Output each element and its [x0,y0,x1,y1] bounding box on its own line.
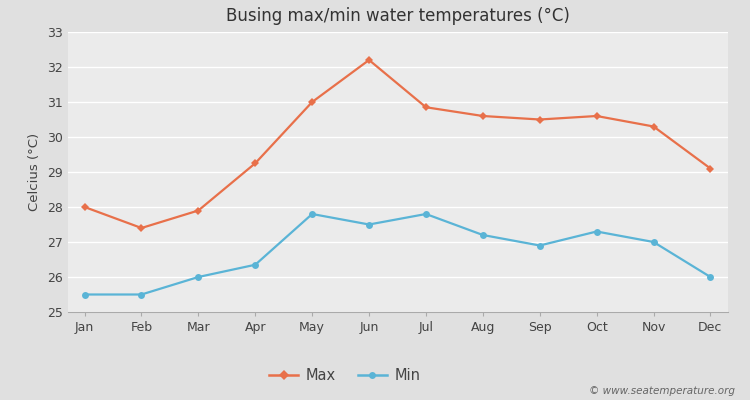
Max [194,208,202,213]
Line: Min: Min [81,210,714,298]
Max [80,205,89,210]
Min [478,232,488,237]
Y-axis label: Celcius (°C): Celcius (°C) [28,133,41,211]
Title: Busing max/min water temperatures (°C): Busing max/min water temperatures (°C) [226,7,569,25]
Max [251,161,260,166]
Max [137,226,146,230]
Max [649,124,658,129]
Line: Max: Max [82,57,713,231]
Max [478,114,488,118]
Max [308,100,316,104]
Min [649,240,658,244]
Min [251,262,260,267]
Text: © www.seatemperature.org: © www.seatemperature.org [589,386,735,396]
Min [80,292,89,297]
Min [592,229,602,234]
Min [706,274,715,279]
Min [364,222,374,227]
Legend: Max, Min: Max, Min [263,362,426,389]
Max [706,166,715,171]
Min [422,212,430,216]
Min [194,274,202,279]
Max [364,58,374,62]
Max [592,114,602,118]
Min [308,212,316,216]
Min [137,292,146,297]
Max [422,105,430,110]
Min [536,243,544,248]
Max [536,117,544,122]
